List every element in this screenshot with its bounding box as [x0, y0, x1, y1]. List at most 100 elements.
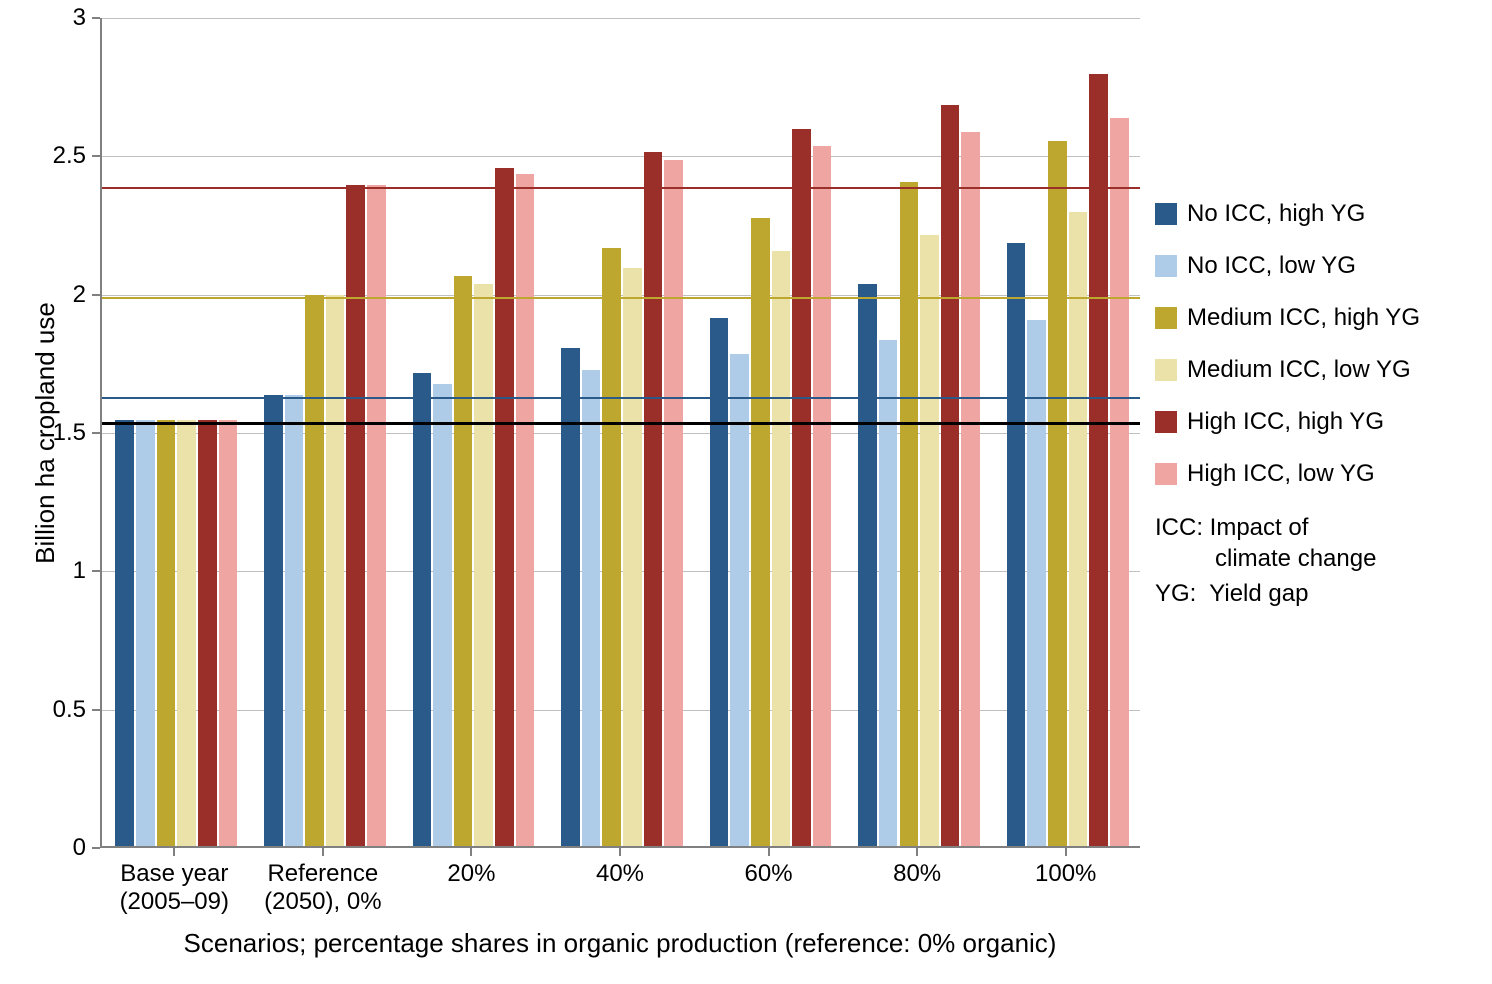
- bar: [198, 420, 217, 846]
- bar: [157, 420, 176, 846]
- bar: [367, 185, 386, 846]
- x-tick-mark: [768, 848, 770, 856]
- x-tick-label: 60%: [689, 860, 848, 888]
- y-tick-mark: [92, 17, 100, 19]
- legend-label: High ICC, low YG: [1187, 460, 1375, 488]
- gridline: [102, 295, 1140, 296]
- bar: [264, 395, 283, 846]
- bar: [602, 248, 621, 846]
- y-tick-mark: [92, 709, 100, 711]
- gridline: [102, 18, 1140, 19]
- legend-label: High ICC, high YG: [1187, 408, 1384, 436]
- legend-swatch: [1155, 307, 1177, 329]
- x-tick-label: 40%: [541, 860, 700, 888]
- legend-item: High ICC, high YG: [1155, 408, 1420, 436]
- bar: [177, 420, 196, 846]
- legend-item: High ICC, low YG: [1155, 460, 1420, 488]
- legend-swatch: [1155, 411, 1177, 433]
- legend-label: Medium ICC, low YG: [1187, 356, 1411, 384]
- x-tick-mark: [322, 848, 324, 856]
- bar: [1089, 74, 1108, 846]
- x-tick-mark: [916, 848, 918, 856]
- legend-item: No ICC, high YG: [1155, 200, 1420, 228]
- x-tick-label: 20%: [392, 860, 551, 888]
- y-tick-label: 0.5: [0, 696, 86, 724]
- bar: [516, 174, 535, 846]
- y-tick-label: 3: [0, 4, 86, 32]
- bar: [879, 340, 898, 846]
- bar: [285, 395, 304, 846]
- legend-note-yg: YG: Yield gap: [1155, 580, 1420, 608]
- bar: [115, 420, 134, 846]
- bar: [305, 295, 324, 846]
- reference-line: [102, 187, 1140, 189]
- x-tick-mark: [470, 848, 472, 856]
- bar: [813, 146, 832, 846]
- legend-item: No ICC, low YG: [1155, 252, 1420, 280]
- bar: [219, 420, 238, 846]
- x-tick-label: Base year (2005–09): [95, 860, 254, 915]
- legend-label: Medium ICC, high YG: [1187, 304, 1420, 332]
- legend-label: No ICC, low YG: [1187, 252, 1356, 280]
- bar: [730, 354, 749, 846]
- bar: [772, 251, 791, 846]
- x-tick-label: Reference (2050), 0%: [244, 860, 403, 915]
- y-tick-label: 2.5: [0, 142, 86, 170]
- y-tick-mark: [92, 294, 100, 296]
- bar: [433, 384, 452, 846]
- legend-item: Medium ICC, low YG: [1155, 356, 1420, 384]
- legend-label: No ICC, high YG: [1187, 200, 1365, 228]
- bar: [1048, 141, 1067, 847]
- bar: [792, 129, 811, 846]
- gridline: [102, 433, 1140, 434]
- bar: [474, 284, 493, 846]
- bar: [1110, 118, 1129, 846]
- x-axis-title: Scenarios; percentage shares in organic …: [184, 928, 1057, 959]
- plot-area: [100, 18, 1140, 848]
- bar: [900, 182, 919, 846]
- bar: [961, 132, 980, 846]
- bar: [664, 160, 683, 846]
- x-tick-label: 100%: [986, 860, 1145, 888]
- legend-swatch: [1155, 255, 1177, 277]
- legend-swatch: [1155, 359, 1177, 381]
- y-axis-title: Billion ha cropland use: [30, 302, 61, 564]
- bar: [751, 218, 770, 846]
- bar: [136, 420, 155, 846]
- reference-line: [102, 397, 1140, 399]
- bar: [1027, 320, 1046, 846]
- bar: [623, 268, 642, 846]
- x-tick-mark: [173, 848, 175, 856]
- bar: [920, 235, 939, 846]
- bar: [346, 185, 365, 846]
- x-tick-mark: [1065, 848, 1067, 856]
- reference-line: [102, 297, 1140, 299]
- y-tick-mark: [92, 570, 100, 572]
- gridline: [102, 571, 1140, 572]
- legend: No ICC, high YG No ICC, low YG Medium ICC,…: [1155, 200, 1420, 608]
- legend-swatch: [1155, 203, 1177, 225]
- bar: [495, 168, 514, 846]
- y-tick-mark: [92, 847, 100, 849]
- legend-item: Medium ICC, high YG: [1155, 304, 1420, 332]
- y-tick-mark: [92, 432, 100, 434]
- y-tick-mark: [92, 155, 100, 157]
- bar: [454, 276, 473, 846]
- bar: [582, 370, 601, 846]
- x-tick-mark: [619, 848, 621, 856]
- y-tick-label: 0: [0, 834, 86, 862]
- bar: [1069, 212, 1088, 846]
- bar: [1007, 243, 1026, 846]
- reference-line: [102, 422, 1140, 425]
- bar: [858, 284, 877, 846]
- legend-swatch: [1155, 463, 1177, 485]
- bar: [644, 152, 663, 846]
- bar: [326, 295, 345, 846]
- x-tick-label: 80%: [838, 860, 997, 888]
- gridline: [102, 156, 1140, 157]
- bar: [413, 373, 432, 846]
- legend-note-icc: ICC: Impact of climate change: [1155, 512, 1420, 574]
- gridline: [102, 710, 1140, 711]
- chart-container: 00.511.522.53 Base year (2005–09)Referen…: [0, 0, 1492, 984]
- bar: [941, 105, 960, 846]
